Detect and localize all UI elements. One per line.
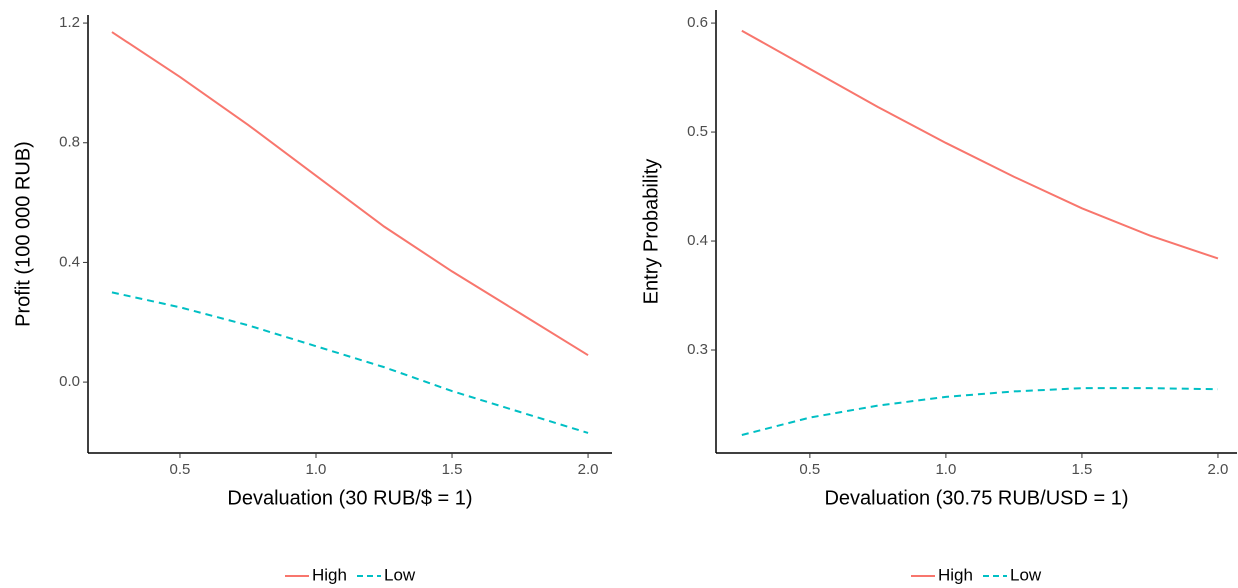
y-tick-label: 0.4 — [687, 232, 708, 249]
y-axis-title: Entry Probability — [640, 159, 662, 305]
x-tick-label: 1.0 — [935, 461, 956, 478]
x-tick-label: 0.5 — [170, 461, 191, 478]
line — [741, 387, 1218, 436]
line — [741, 29, 1219, 260]
x-tick-label: 2.0 — [1208, 461, 1229, 478]
x-tick-label: 1.5 — [442, 461, 463, 478]
legend-label: Low — [384, 565, 416, 584]
legend-label: High — [938, 565, 973, 584]
legend-label: Low — [1010, 565, 1042, 584]
x-axis-title: Devaluation (30 RUB/$ = 1) — [227, 487, 472, 509]
y-tick-label: 0.6 — [687, 14, 708, 31]
x-axis-title: Devaluation (30.75 RUB/USD = 1) — [824, 487, 1128, 509]
y-tick-label: 0.4 — [59, 253, 80, 270]
x-tick-label: 0.5 — [799, 461, 820, 478]
y-tick-label: 0.3 — [687, 341, 708, 358]
x-tick-label: 2.0 — [578, 461, 599, 478]
x-tick-label: 1.0 — [306, 461, 327, 478]
y-tick-label: 0.5 — [687, 123, 708, 140]
line — [111, 291, 589, 434]
x-tick-label: 1.5 — [1071, 461, 1092, 478]
y-axis-title: Profit (100 000 RUB) — [12, 141, 34, 327]
y-tick-label: 0.8 — [59, 134, 80, 151]
line — [111, 31, 589, 357]
legend-label: High — [312, 565, 347, 584]
y-tick-label: 1.2 — [59, 14, 80, 31]
y-tick-label: 0.0 — [59, 373, 80, 390]
